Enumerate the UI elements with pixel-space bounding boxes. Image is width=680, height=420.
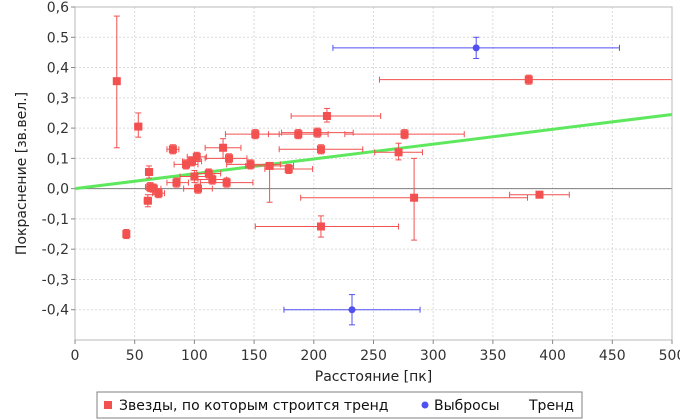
star-point <box>290 107 382 123</box>
star-marker <box>316 222 325 231</box>
star-marker <box>208 175 217 184</box>
star-point <box>300 157 529 241</box>
y-tick-label: 0,0 <box>47 182 69 198</box>
star-point <box>344 129 465 140</box>
star-point <box>122 229 131 240</box>
star-marker <box>112 77 121 86</box>
star-marker <box>143 196 152 205</box>
star-marker <box>225 154 234 163</box>
star-marker <box>313 128 322 137</box>
grid <box>75 6 672 340</box>
star-point <box>374 142 423 161</box>
x-tick-label: 0 <box>71 348 80 364</box>
star-point <box>112 15 121 149</box>
x-tick-label: 150 <box>241 348 268 364</box>
trend-line <box>74 112 673 191</box>
star-marker <box>188 157 197 166</box>
x-tick-label: 100 <box>181 348 208 364</box>
legend-marker-stars <box>104 401 112 409</box>
x-axis-ticks: 0 50 100 150 200 250 300 350 400 450 500 <box>71 340 680 364</box>
star-marker <box>246 160 255 169</box>
outlier-marker <box>348 306 356 314</box>
star-point <box>281 127 354 138</box>
star-marker <box>400 130 409 139</box>
x-tick-label: 250 <box>360 348 387 364</box>
legend-marker-outliers <box>421 401 429 409</box>
points-layer <box>112 15 672 326</box>
legend: Звезды, по которым строится тренд Выброс… <box>96 391 583 419</box>
x-tick-label: 500 <box>659 348 680 364</box>
x-tick-label: 200 <box>300 348 327 364</box>
x-axis-title: Расстояние [пк] <box>315 369 432 385</box>
star-marker <box>284 164 293 173</box>
star-point <box>264 163 314 174</box>
star-marker <box>182 160 191 169</box>
y-axis-title: Покраснение [зв.вел.] <box>14 92 30 255</box>
x-tick-label: 450 <box>599 348 626 364</box>
x-tick-label: 50 <box>126 348 144 364</box>
star-point <box>378 74 672 85</box>
y-tick-label: 0.5 <box>47 30 69 46</box>
star-marker <box>154 189 163 198</box>
star-marker <box>204 169 213 178</box>
star-marker <box>168 145 177 154</box>
trend-layer <box>74 112 673 191</box>
star-marker <box>134 122 143 131</box>
star-point <box>166 144 180 155</box>
y-axis-ticks: -0,4 -0,3 -0,2 -0,1 0,0 0,1 0,2 0,3 0,4 0.5 0,6 <box>42 0 75 319</box>
star-marker <box>172 178 181 187</box>
star-marker <box>193 184 202 193</box>
star-marker <box>149 184 158 193</box>
star-marker <box>410 193 419 202</box>
star-marker <box>294 130 303 139</box>
x-tick-label: 300 <box>420 348 447 364</box>
star-marker <box>192 152 201 161</box>
y-tick-label: -0,3 <box>42 272 69 288</box>
y-tick-label: -0,2 <box>42 242 69 258</box>
star-point <box>509 190 570 199</box>
star-point <box>254 215 400 238</box>
star-point <box>183 183 213 194</box>
y-tick-label: 0,6 <box>47 0 69 16</box>
outlier-point <box>332 36 620 59</box>
legend-label-outliers: Выбросы <box>434 398 500 414</box>
star-marker <box>316 145 325 154</box>
star-point <box>144 165 154 179</box>
y-tick-label: -0,4 <box>42 303 69 319</box>
outlier-marker <box>472 44 480 52</box>
star-marker <box>190 172 199 181</box>
star-point <box>134 112 143 138</box>
star-marker <box>322 111 331 120</box>
star-marker <box>524 75 533 84</box>
star-marker <box>251 130 260 139</box>
x-tick-label: 350 <box>480 348 507 364</box>
y-tick-label: 0,2 <box>47 121 69 137</box>
legend-box <box>96 391 583 419</box>
star-point <box>204 138 242 159</box>
star-point <box>152 188 166 199</box>
star-point <box>166 177 189 188</box>
star-marker <box>219 143 228 152</box>
y-tick-label: 0,4 <box>47 61 69 77</box>
y-tick-label: 0,3 <box>47 91 69 107</box>
x-tick-label: 400 <box>539 348 566 364</box>
star-marker <box>222 178 231 187</box>
outlier-point <box>283 294 421 326</box>
star-point <box>143 194 152 208</box>
star-point <box>204 153 248 164</box>
star-marker <box>122 230 131 239</box>
y-tick-label: 0,1 <box>47 151 69 167</box>
star-point <box>199 177 254 188</box>
star-point <box>278 144 364 155</box>
star-marker <box>145 167 154 176</box>
y-tick-label: -0,1 <box>42 212 69 228</box>
star-marker <box>394 148 403 157</box>
star-marker <box>265 161 274 170</box>
legend-label-trend: Тренд <box>528 398 574 414</box>
legend-label-stars: Звезды, по которым строится тренд <box>119 398 388 414</box>
star-marker <box>535 190 544 199</box>
